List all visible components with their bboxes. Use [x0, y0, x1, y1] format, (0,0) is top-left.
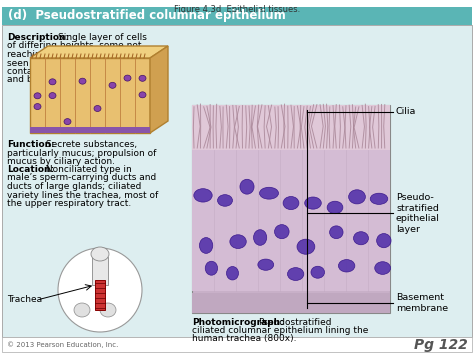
Ellipse shape — [109, 82, 116, 88]
Ellipse shape — [327, 201, 343, 214]
Ellipse shape — [74, 303, 90, 317]
Bar — [192, 105, 390, 150]
Ellipse shape — [349, 190, 365, 204]
Ellipse shape — [274, 225, 289, 239]
Ellipse shape — [100, 303, 116, 317]
Text: Description:: Description: — [7, 33, 69, 42]
Ellipse shape — [218, 195, 232, 206]
Text: Location:: Location: — [7, 165, 54, 174]
Bar — [2, 25, 472, 337]
Bar — [30, 58, 150, 133]
Text: of differing heights, some not: of differing heights, some not — [7, 42, 142, 50]
Text: Pg 122: Pg 122 — [414, 338, 468, 352]
Ellipse shape — [64, 119, 71, 125]
Polygon shape — [150, 46, 168, 133]
Text: Pseudostratified: Pseudostratified — [258, 318, 331, 327]
Bar — [2, 337, 472, 352]
Text: ducts of large glands; ciliated: ducts of large glands; ciliated — [7, 182, 141, 191]
Ellipse shape — [338, 260, 355, 272]
Text: © 2013 Pearson Education, Inc.: © 2013 Pearson Education, Inc. — [7, 342, 118, 348]
Text: Cilia: Cilia — [396, 108, 416, 116]
Text: mucus by ciliary action.: mucus by ciliary action. — [7, 157, 115, 166]
Text: particularly mucus; propulsion of: particularly mucus; propulsion of — [7, 148, 156, 158]
Bar — [30, 127, 150, 133]
Text: Function:: Function: — [7, 140, 55, 149]
Text: human trachea (800x).: human trachea (800x). — [192, 334, 297, 343]
Text: Pseudo-
stratified
epithelial
layer: Pseudo- stratified epithelial layer — [396, 193, 440, 234]
Text: Photomicrograph:: Photomicrograph: — [192, 318, 284, 327]
Ellipse shape — [305, 197, 321, 209]
Circle shape — [58, 248, 142, 332]
Text: (d)  Pseudostratified columnar epithelium: (d) Pseudostratified columnar epithelium — [8, 10, 286, 22]
Ellipse shape — [370, 193, 388, 204]
Text: Secrete substances,: Secrete substances, — [43, 140, 137, 149]
Text: ciliated columnar epithelium lining the: ciliated columnar epithelium lining the — [192, 326, 368, 335]
Ellipse shape — [230, 235, 246, 248]
Ellipse shape — [94, 105, 101, 111]
Ellipse shape — [49, 93, 56, 99]
Bar — [192, 293, 390, 313]
Bar — [92, 257, 108, 285]
Text: the upper respiratory tract.: the upper respiratory tract. — [7, 199, 131, 208]
Bar — [192, 105, 390, 313]
Bar — [2, 7, 472, 25]
Text: Trachea: Trachea — [7, 295, 42, 305]
Ellipse shape — [34, 93, 41, 99]
Ellipse shape — [377, 234, 391, 248]
Ellipse shape — [288, 268, 304, 280]
Text: seen at different levels; may: seen at different levels; may — [7, 59, 137, 67]
Bar — [95, 280, 105, 310]
Ellipse shape — [91, 247, 109, 261]
Text: Figure 4.3d  Epithelial tissues.: Figure 4.3d Epithelial tissues. — [174, 5, 300, 14]
Ellipse shape — [227, 267, 238, 280]
Ellipse shape — [329, 226, 343, 239]
Text: Nonciliated type in: Nonciliated type in — [43, 165, 132, 174]
Ellipse shape — [375, 262, 391, 274]
Text: variety lines the trachea, most of: variety lines the trachea, most of — [7, 191, 158, 200]
Ellipse shape — [240, 179, 254, 194]
Ellipse shape — [200, 237, 213, 253]
Ellipse shape — [79, 78, 86, 84]
Ellipse shape — [258, 259, 273, 270]
Text: Single layer of cells: Single layer of cells — [58, 33, 147, 42]
Text: male’s sperm-carrying ducts and: male’s sperm-carrying ducts and — [7, 174, 156, 182]
Ellipse shape — [283, 197, 299, 209]
Ellipse shape — [297, 239, 315, 254]
Ellipse shape — [124, 75, 131, 81]
Ellipse shape — [354, 232, 368, 245]
Bar — [192, 150, 390, 291]
Ellipse shape — [311, 266, 325, 278]
Ellipse shape — [139, 92, 146, 98]
Text: contain mucus-secreting cells: contain mucus-secreting cells — [7, 67, 142, 76]
Text: Basement
membrane: Basement membrane — [396, 293, 448, 313]
Ellipse shape — [205, 261, 218, 275]
Ellipse shape — [139, 75, 146, 81]
Ellipse shape — [194, 189, 212, 202]
Polygon shape — [30, 46, 168, 58]
Ellipse shape — [34, 104, 41, 110]
Text: and bear cilia.: and bear cilia. — [7, 76, 72, 84]
Ellipse shape — [254, 230, 267, 245]
Ellipse shape — [49, 79, 56, 85]
Text: reaching the free surface; nuclei: reaching the free surface; nuclei — [7, 50, 155, 59]
Ellipse shape — [259, 187, 279, 199]
